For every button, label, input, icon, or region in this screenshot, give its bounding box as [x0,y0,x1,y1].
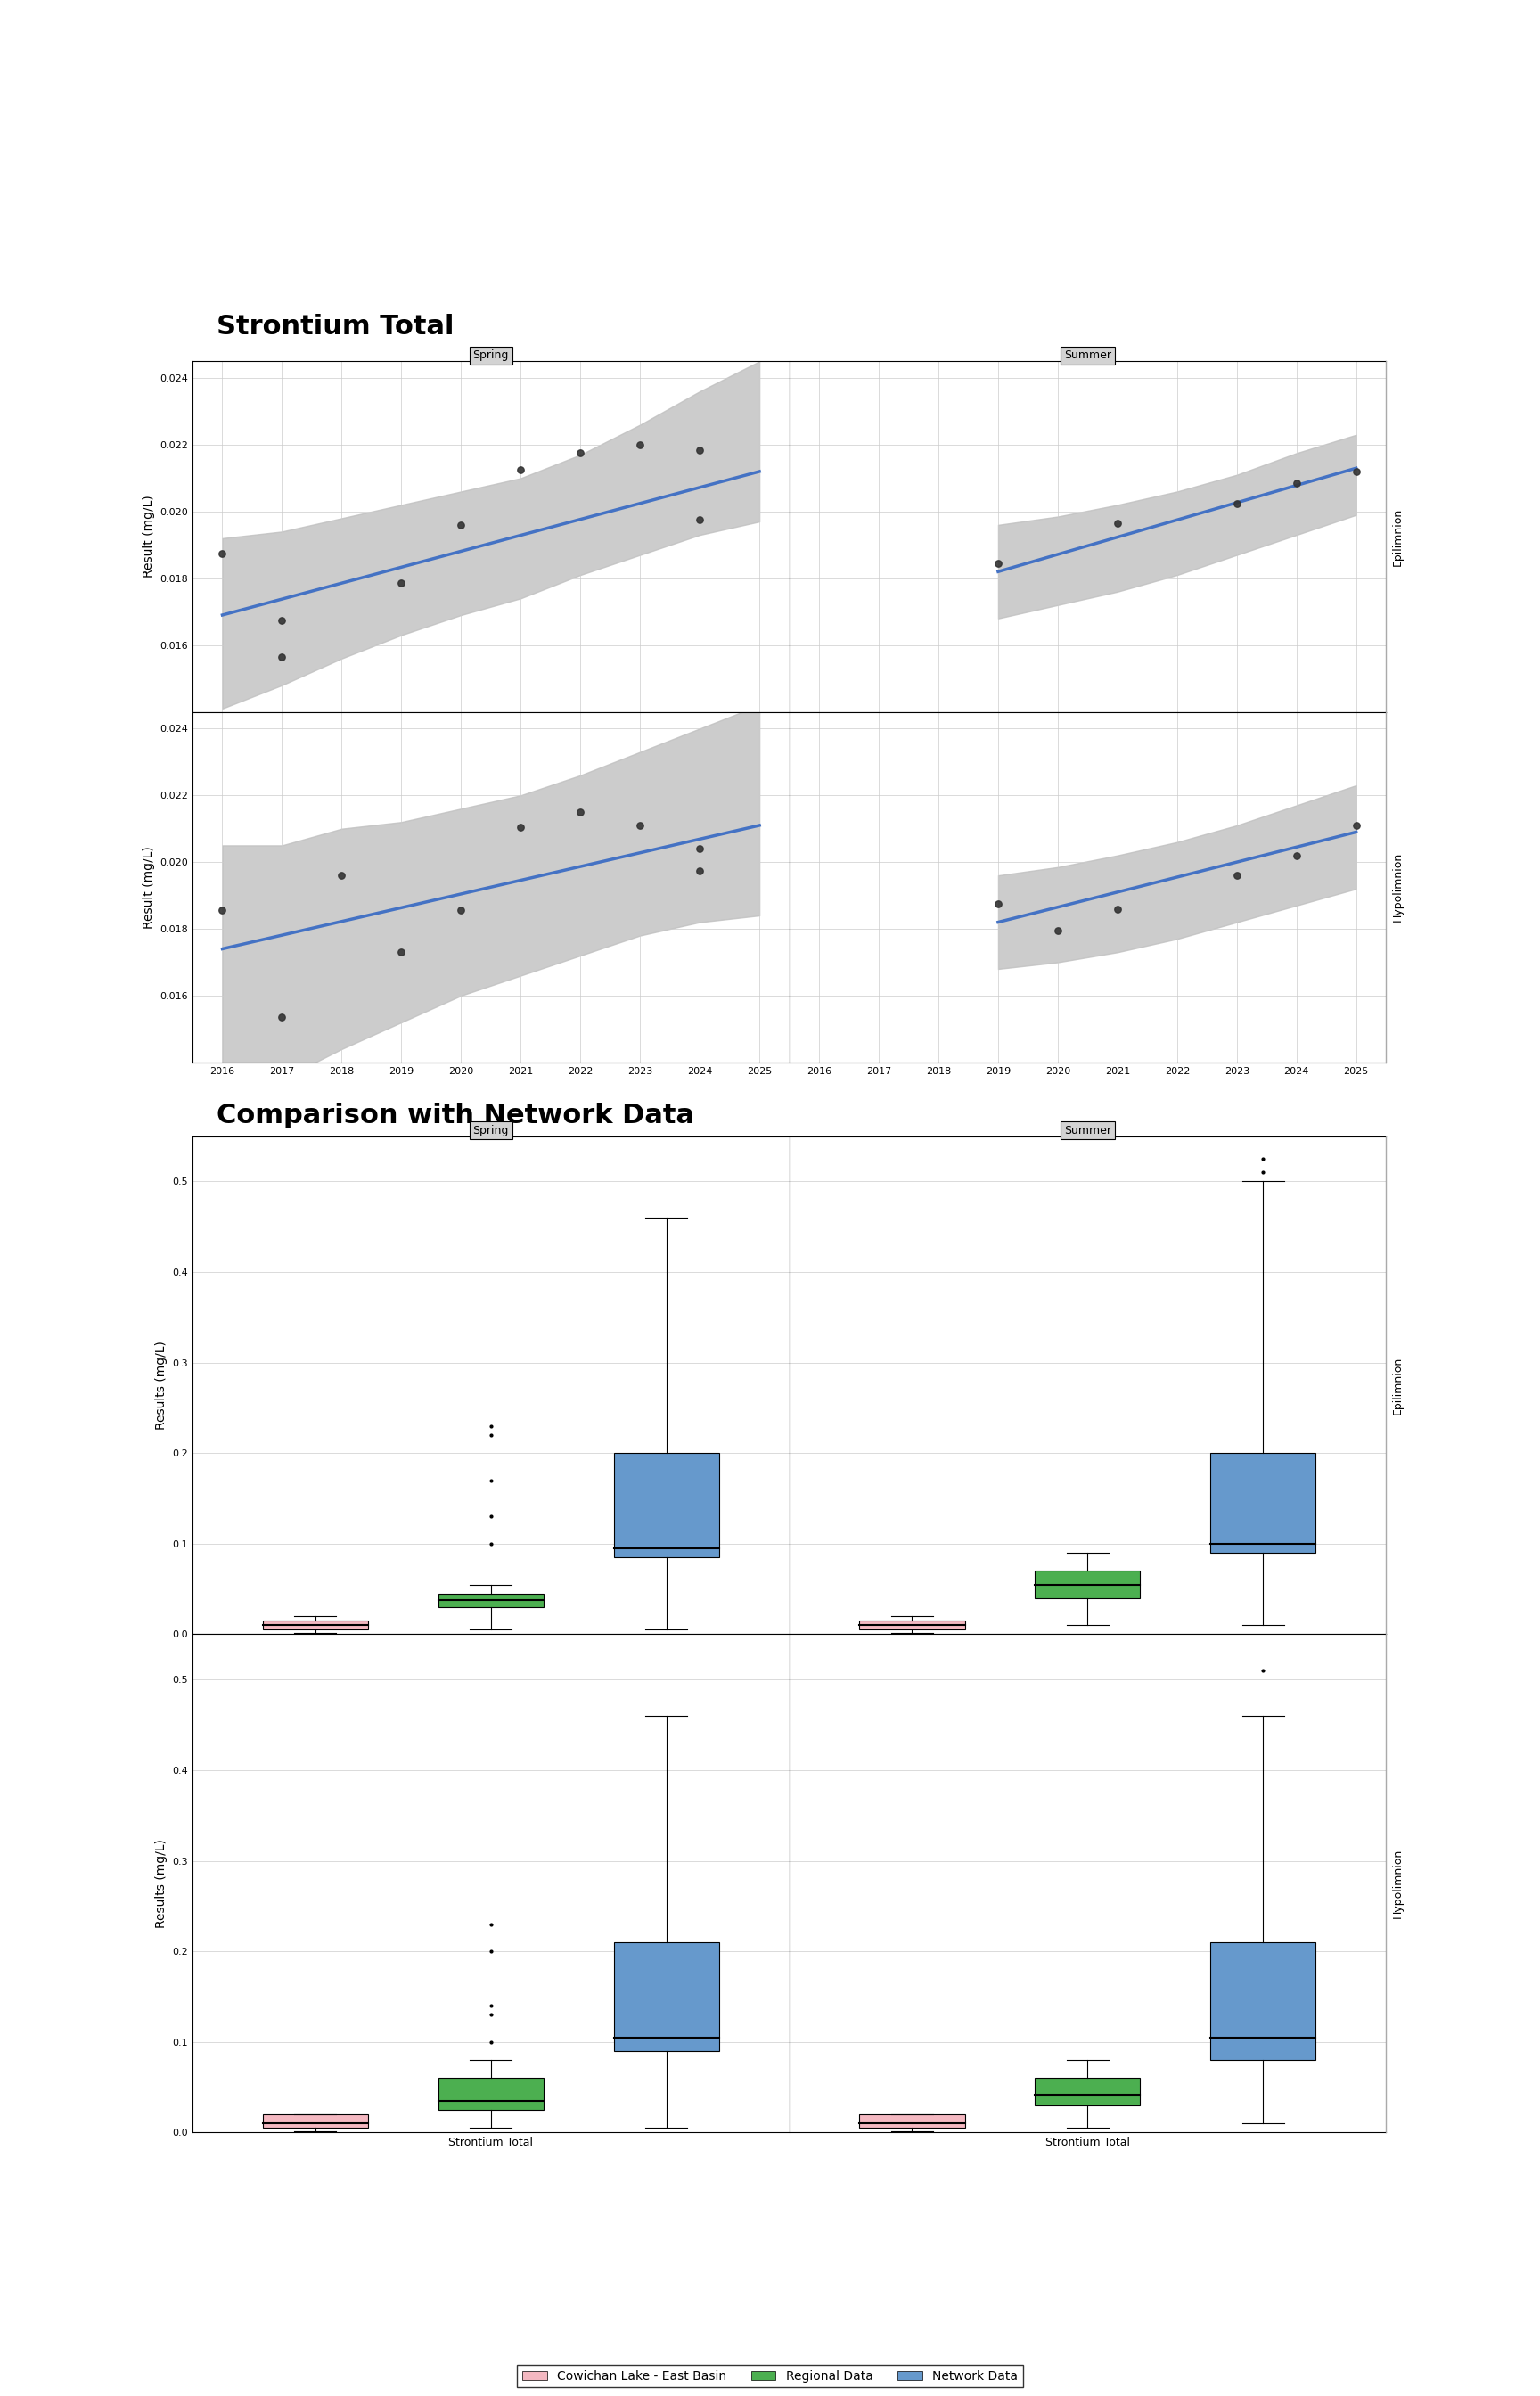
Y-axis label: Hypolimnion: Hypolimnion [1392,853,1404,922]
Title: Spring: Spring [473,350,508,362]
Point [986,884,1010,922]
Bar [614,1943,719,2051]
Bar [439,1593,544,1608]
Point [508,450,533,489]
Y-axis label: Result (mg/L): Result (mg/L) [142,496,156,577]
Point [1344,453,1369,491]
Bar [263,2113,368,2128]
Point [687,829,711,867]
Y-axis label: Epilimnion: Epilimnion [1392,508,1404,565]
Title: Spring: Spring [473,1124,508,1136]
Bar [614,1452,719,1557]
Bar [859,1620,964,1629]
Point [1284,465,1309,503]
Point [270,601,294,640]
Point [1344,805,1369,843]
Point [568,434,593,472]
Y-axis label: Epilimnion: Epilimnion [1392,1356,1404,1414]
Point [687,501,711,539]
Y-axis label: Hypolimnion: Hypolimnion [1392,1847,1404,1919]
Point [1224,484,1249,522]
Point [986,544,1010,582]
Point [390,563,414,601]
Bar [439,2077,544,2111]
Title: Summer: Summer [1064,1124,1112,1136]
Text: Comparison with Network Data: Comparison with Network Data [216,1102,695,1129]
Point [448,506,473,544]
Y-axis label: Results (mg/L): Results (mg/L) [156,1838,168,1929]
Point [448,891,473,930]
Point [270,637,294,676]
Point [568,793,593,831]
Bar [859,2113,964,2128]
Point [270,999,294,1037]
Point [1284,836,1309,875]
Point [209,891,234,930]
Bar [1035,2077,1140,2106]
Point [628,426,653,465]
Point [628,805,653,843]
Legend: Cowichan Lake - East Basin, Regional Data, Network Data: Cowichan Lake - East Basin, Regional Dat… [517,2365,1023,2386]
Point [1106,503,1130,541]
Point [390,932,414,970]
Point [1046,910,1070,949]
Point [330,855,354,894]
Bar [1210,1943,1315,2061]
Y-axis label: Results (mg/L): Results (mg/L) [156,1342,168,1430]
Point [1106,889,1130,927]
Bar [1210,1452,1315,1553]
Bar [1035,1572,1140,1598]
Bar [263,1620,368,1629]
Point [1224,855,1249,894]
Point [687,431,711,470]
Point [209,534,234,573]
Point [687,851,711,889]
Text: Strontium Total: Strontium Total [216,314,454,340]
Point [508,807,533,846]
Title: Summer: Summer [1064,350,1112,362]
Y-axis label: Result (mg/L): Result (mg/L) [142,846,156,930]
